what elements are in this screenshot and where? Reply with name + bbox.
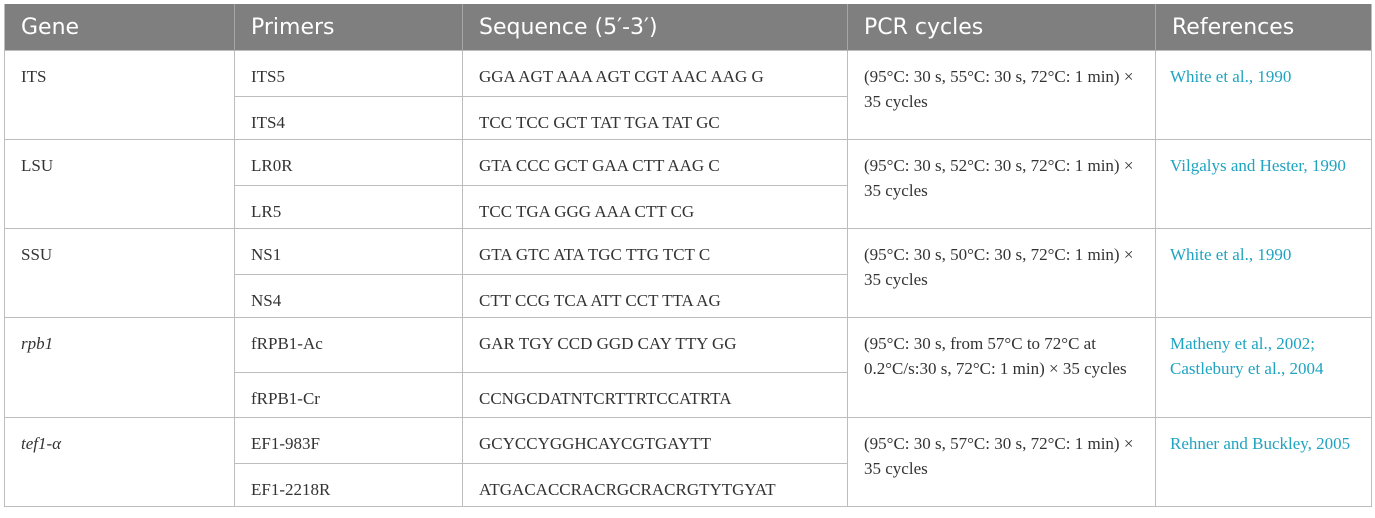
sequence-cell: GGA AGT AAA AGT CGT AAC AAG G bbox=[462, 50, 848, 97]
table-row: ITS ITS5 GGA AGT AAA AGT CGT AAC AAG G (… bbox=[4, 50, 1372, 140]
reference-link[interactable]: Vilgalys and Hester, 1990 bbox=[1155, 139, 1372, 229]
primer-cell: ITS4 bbox=[234, 96, 463, 140]
primer-cell: LR5 bbox=[234, 185, 463, 229]
sequence-cell: TCC TGA GGG AAA CTT CG bbox=[462, 185, 848, 229]
gene-name-italic: rpb1 bbox=[21, 334, 54, 353]
table-row: LR5 TCC TGA GGG AAA CTT CG bbox=[5, 185, 1372, 229]
sequence-cell: CCNGCDATNTCRTTRTCCATRTA bbox=[462, 372, 848, 418]
pcr-cycles-cell: (95°C: 30 s, 55°C: 30 s, 72°C: 1 min) × … bbox=[847, 50, 1156, 140]
pcr-cycles-cell: (95°C: 30 s, from 57°C to 72°C at 0.2°C/… bbox=[847, 317, 1156, 418]
gene-cell: LSU bbox=[4, 139, 235, 229]
header-pcr-cycles: PCR cycles bbox=[847, 4, 1156, 51]
gene-cell: ITS bbox=[4, 50, 235, 140]
header-gene: Gene bbox=[4, 4, 235, 51]
sequence-cell: GAR TGY CCD GGD CAY TTY GG bbox=[462, 317, 848, 373]
sequence-cell: CTT CCG TCA ATT CCT TTA AG bbox=[462, 274, 848, 318]
table-row: EF1-2218R ATGACACCRACRGCRACRGTYTGYAT bbox=[5, 463, 1372, 507]
table-row: SSU NS1 GTA GTC ATA TGC TTG TCT C (95°C:… bbox=[4, 228, 1372, 318]
reference-link[interactable]: Matheny et al., 2002; Castlebury et al.,… bbox=[1155, 317, 1372, 418]
gene-cell: SSU bbox=[4, 228, 235, 318]
sequence-cell: ATGACACCRACRGCRACRGTYTGYAT bbox=[462, 463, 848, 507]
primer-cell: NS4 bbox=[234, 274, 463, 318]
table-row: rpb1 fRPB1-Ac GAR TGY CCD GGD CAY TTY GG… bbox=[4, 317, 1372, 418]
header-primers: Primers bbox=[234, 4, 463, 51]
reference-link[interactable]: White et al., 1990 bbox=[1155, 228, 1372, 318]
pcr-cycles-cell: (95°C: 30 s, 52°C: 30 s, 72°C: 1 min) × … bbox=[847, 139, 1156, 229]
primer-cell: LR0R bbox=[234, 139, 463, 186]
reference-link[interactable]: Rehner and Buckley, 2005 bbox=[1155, 417, 1372, 507]
table-row: NS4 CTT CCG TCA ATT CCT TTA AG bbox=[5, 274, 1372, 318]
table-row: tef1-α EF1-983F GCYCCYGGHCAYCGTGAYTT (95… bbox=[4, 417, 1372, 507]
pcr-cycles-cell: (95°C: 30 s, 57°C: 30 s, 72°C: 1 min) × … bbox=[847, 417, 1156, 507]
sequence-cell: TCC TCC GCT TAT TGA TAT GC bbox=[462, 96, 848, 140]
header-sequence: Sequence (5′-3′) bbox=[462, 4, 848, 51]
primer-cell: EF1-983F bbox=[234, 417, 463, 464]
primer-table: Gene Primers Sequence (5′-3′) PCR cycles… bbox=[4, 4, 1372, 507]
pcr-cycles-cell: (95°C: 30 s, 50°C: 30 s, 72°C: 1 min) × … bbox=[847, 228, 1156, 318]
primer-cell: fRPB1-Cr bbox=[234, 372, 463, 418]
gene-name-italic: tef1-α bbox=[21, 434, 62, 453]
sequence-cell: GCYCCYGGHCAYCGTGAYTT bbox=[462, 417, 848, 464]
sequence-cell: GTA CCC GCT GAA CTT AAG C bbox=[462, 139, 848, 186]
primer-cell: EF1-2218R bbox=[234, 463, 463, 507]
table-row: fRPB1-Cr CCNGCDATNTCRTTRTCCATRTA bbox=[5, 372, 1372, 418]
table-header-row: Gene Primers Sequence (5′-3′) PCR cycles… bbox=[4, 4, 1372, 51]
gene-cell: rpb1 bbox=[4, 317, 235, 418]
table-row: LSU LR0R GTA CCC GCT GAA CTT AAG C (95°C… bbox=[4, 139, 1372, 229]
primer-cell: NS1 bbox=[234, 228, 463, 275]
primer-cell: ITS5 bbox=[234, 50, 463, 97]
header-references: References bbox=[1155, 4, 1372, 51]
reference-link[interactable]: White et al., 1990 bbox=[1155, 50, 1372, 140]
table-row: ITS4 TCC TCC GCT TAT TGA TAT GC bbox=[5, 96, 1372, 140]
sequence-cell: GTA GTC ATA TGC TTG TCT C bbox=[462, 228, 848, 275]
gene-cell: tef1-α bbox=[4, 417, 235, 507]
primer-cell: fRPB1-Ac bbox=[234, 317, 463, 373]
